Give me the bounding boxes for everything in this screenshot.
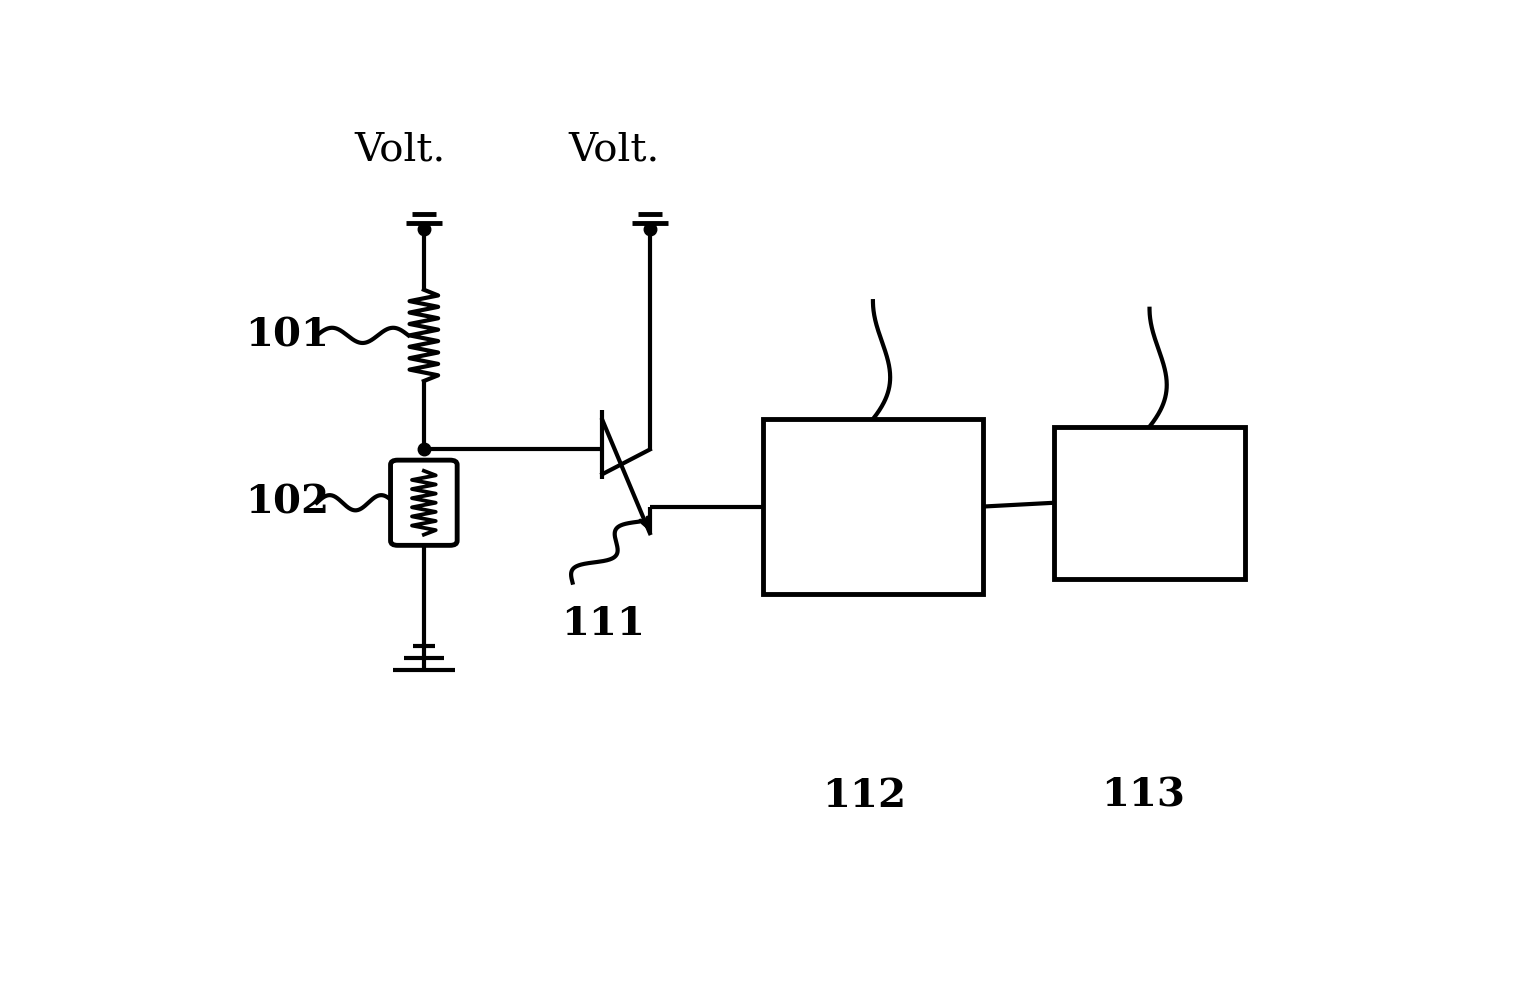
Text: 102: 102	[246, 484, 330, 522]
Text: 113: 113	[1102, 777, 1185, 815]
Text: Volt.: Volt.	[355, 131, 445, 168]
Bar	[1055, 427, 1245, 579]
Text: 112: 112	[821, 777, 906, 815]
Text: 101: 101	[246, 316, 330, 355]
Bar	[763, 419, 982, 594]
FancyBboxPatch shape	[390, 460, 457, 545]
Text: Volt.: Volt.	[568, 131, 660, 168]
Text: 111: 111	[560, 606, 645, 643]
